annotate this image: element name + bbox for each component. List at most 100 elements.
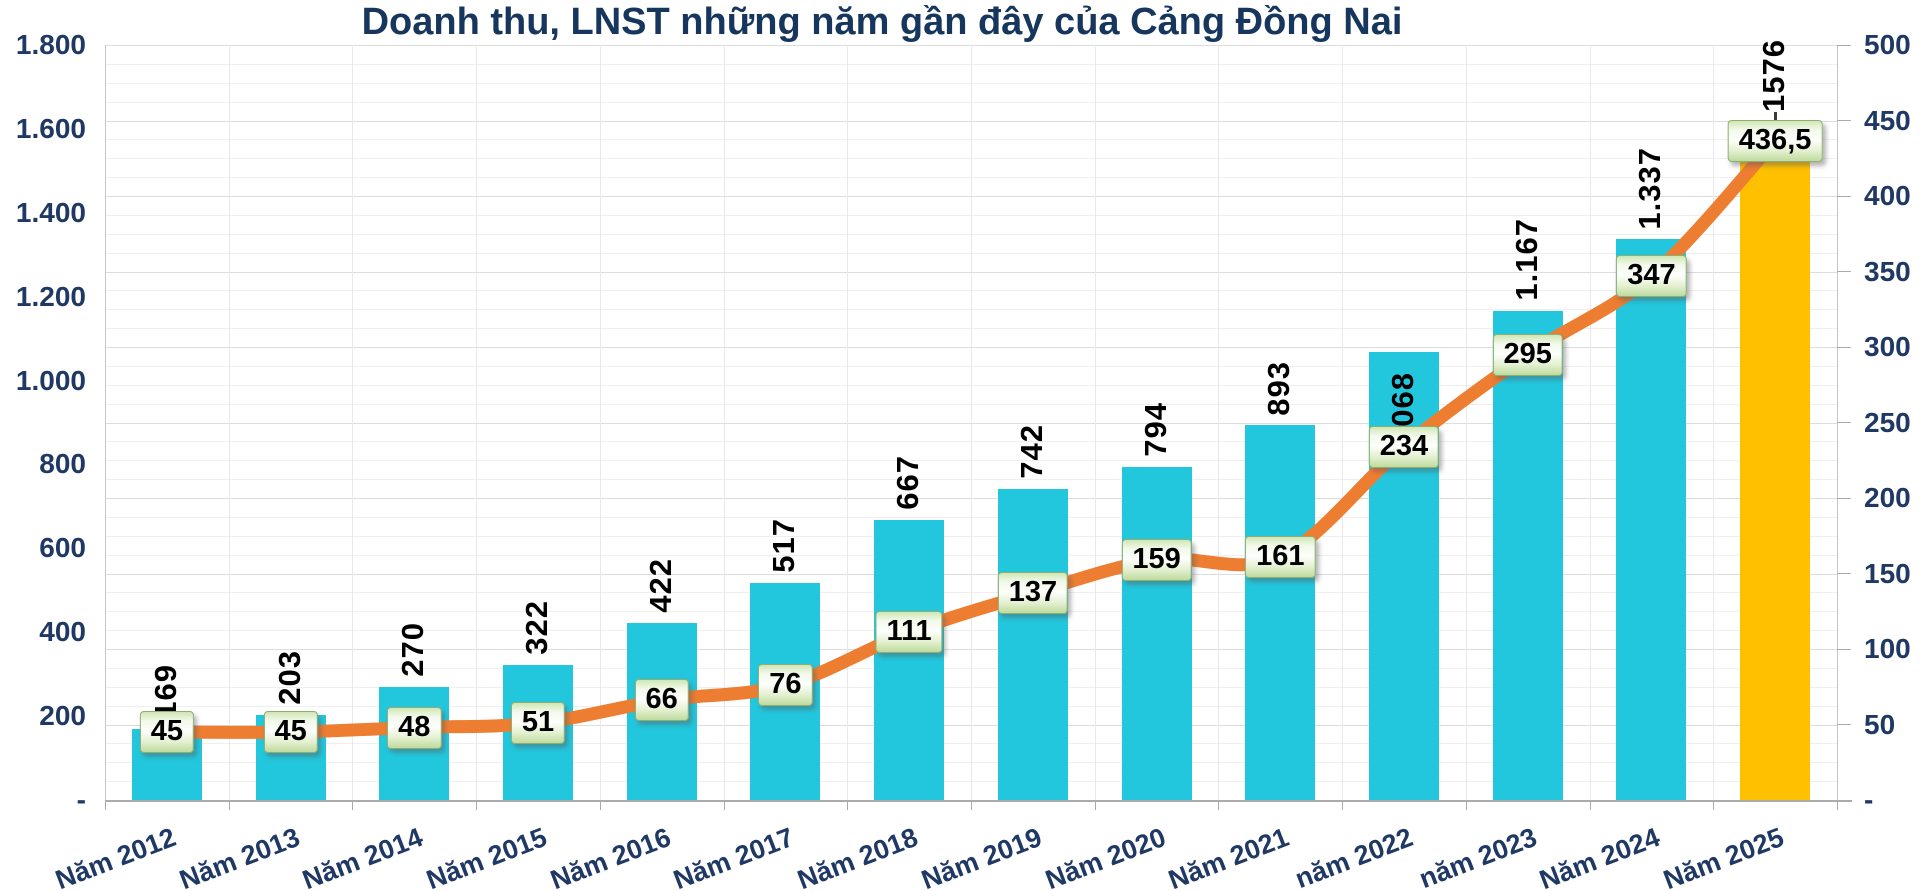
gridline-vertical: [1589, 45, 1591, 800]
x-axis-tick-mark: [1837, 800, 1838, 810]
left-axis-tick-label: 200: [39, 700, 86, 732]
x-axis-tick-mark: [105, 800, 106, 810]
gridline-vertical: [599, 45, 601, 800]
bar-năm-2018: [874, 520, 945, 800]
right-axis-tick-mark: [1837, 497, 1851, 499]
profit-value-label: 51: [510, 702, 566, 744]
gridline-vertical: [352, 45, 354, 800]
x-axis-label: năm 2022: [1291, 822, 1417, 891]
x-axis-label: Năm 2018: [793, 822, 922, 891]
right-axis-tick-label: 100: [1864, 633, 1911, 664]
bar-năm-2020: [1121, 467, 1192, 800]
bar-value-label: 1576: [1756, 39, 1792, 112]
x-axis-tick-mark: [1713, 800, 1715, 810]
bar-value-label: 422: [642, 558, 678, 613]
right-axis-tick-mark: [1837, 724, 1851, 725]
bar-value-label: 1.337: [1632, 146, 1668, 230]
x-axis-label: Năm 2020: [1040, 822, 1170, 891]
bar-value-label: 203: [271, 650, 307, 705]
right-axis-tick-label: 500: [1864, 29, 1911, 60]
plot-border-vertical: [105, 45, 106, 800]
left-axis-tick-label: 1.800: [15, 29, 86, 60]
right-axis-tick-mark: [1837, 346, 1851, 348]
bar-value-label: 322: [519, 600, 554, 655]
right-axis-tick-mark: [1837, 120, 1851, 121]
right-axis-tick-label: 150: [1864, 557, 1911, 589]
left-axis-tick-label: 600: [39, 532, 86, 564]
right-axis-tick-mark: [1837, 195, 1851, 197]
gridline-vertical: [847, 45, 849, 800]
gridline-vertical: [1094, 45, 1096, 800]
x-axis-tick-mark: [1589, 800, 1591, 810]
chart-title: Doanh thu, LNST những năm gần đây của Cả…: [361, 1, 1403, 43]
bar-năm-2019: [997, 488, 1068, 800]
x-axis-tick-mark: [228, 800, 230, 810]
x-axis-label: Năm 2021: [1164, 822, 1294, 891]
left-axis-tick-label: 400: [39, 616, 86, 648]
x-axis-tick-mark: [476, 800, 478, 810]
profit-value-label: 76: [758, 664, 813, 707]
gridline-vertical: [971, 45, 972, 800]
x-axis-label: Năm 2017: [669, 822, 799, 891]
bar-value-label: 517: [766, 518, 802, 574]
gridline-vertical: [1713, 45, 1715, 800]
gridline-vertical: [476, 45, 478, 800]
x-axis-label: Năm 2019: [917, 822, 1046, 891]
profit-value-label: 45: [139, 711, 195, 753]
profit-value-label: 161: [1245, 535, 1316, 578]
profit-value-label: 159: [1121, 538, 1192, 581]
x-axis-tick-mark: [971, 800, 972, 810]
x-axis-tick-mark: [599, 800, 601, 810]
bar-năm-2023: [1492, 310, 1563, 800]
bar-value-label: 794: [1137, 402, 1173, 457]
left-axis-tick-label: 1.600: [15, 112, 86, 144]
right-axis-tick-mark: [1837, 648, 1851, 650]
bar-value-label: 893: [1261, 360, 1297, 416]
bar-năm-2025: [1740, 139, 1811, 800]
right-axis-tick-label: 250: [1864, 406, 1911, 438]
bar-value-label: 270: [395, 621, 431, 677]
left-axis-tick-label: 1.200: [15, 280, 86, 312]
x-axis-label: Năm 2012: [51, 822, 180, 891]
profit-value-label: 137: [997, 572, 1069, 615]
profit-value-label: 48: [387, 706, 442, 749]
profit-value-label: 111: [875, 611, 943, 654]
right-axis-tick-mark: [1837, 422, 1851, 423]
x-axis-label: Năm 2025: [1659, 822, 1788, 891]
profit-value-label: 66: [634, 679, 689, 722]
x-axis-label: Năm 2014: [298, 822, 428, 891]
x-axis-tick-mark: [1465, 800, 1467, 810]
gridline-vertical: [723, 45, 725, 800]
gridline-vertical: [1465, 45, 1467, 800]
bar-value-label: 667: [890, 455, 926, 511]
bar-value-label: 1.167: [1508, 217, 1544, 301]
profit-value-label: 295: [1492, 333, 1563, 376]
right-axis-tick-label: 300: [1864, 331, 1911, 362]
x-axis-label: năm 2023: [1414, 822, 1541, 891]
bar-value-label: 742: [1013, 424, 1049, 479]
x-axis-tick-mark: [1342, 800, 1344, 810]
x-axis-label: Năm 2013: [174, 822, 304, 891]
left-axis-tick-label: 1.000: [15, 364, 86, 396]
profit-value-label: 234: [1368, 425, 1440, 468]
right-axis-tick-label: 50: [1864, 708, 1896, 740]
right-axis-tick-label: 450: [1864, 104, 1911, 136]
right-axis-tick-label: 400: [1864, 180, 1911, 211]
right-axis-tick-mark: [1837, 44, 1851, 46]
right-axis-tick-mark: [1837, 573, 1851, 574]
x-axis-label: Năm 2016: [545, 822, 675, 891]
x-axis-tick-mark: [847, 800, 849, 810]
bar-năm-2021: [1245, 425, 1316, 800]
x-axis-line: [105, 800, 1852, 802]
right-axis-tick-mark: [1837, 271, 1851, 272]
gridline-vertical: [228, 45, 230, 800]
x-axis-tick-mark: [723, 800, 725, 810]
profit-value-label: 436,5: [1727, 119, 1823, 162]
label-leader-tick: [1773, 112, 1777, 123]
x-axis-label: Năm 2024: [1535, 822, 1665, 891]
right-axis-tick-label: 350: [1864, 255, 1911, 287]
x-axis-tick-mark: [1218, 800, 1220, 810]
bar-năm-2024: [1616, 239, 1687, 800]
gridline-vertical: [1218, 45, 1220, 800]
